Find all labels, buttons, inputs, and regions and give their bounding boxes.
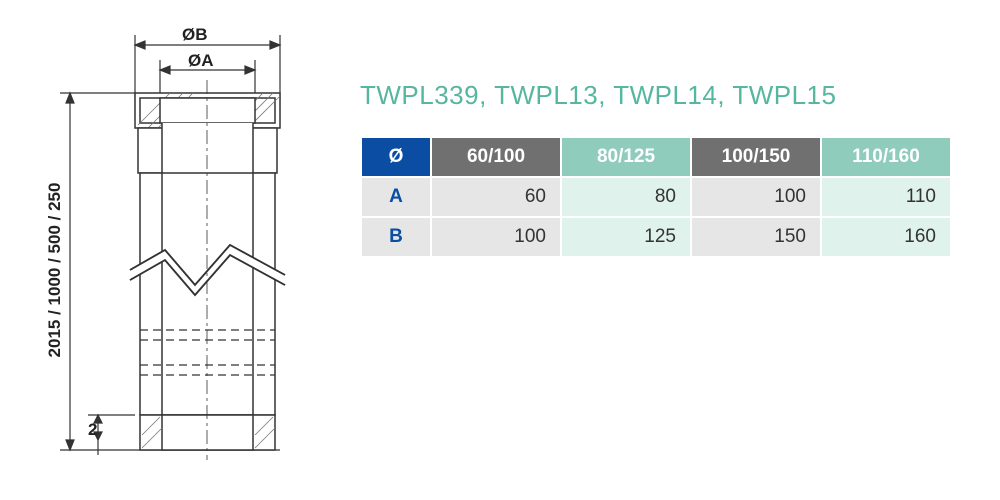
dim-a-label: ØA [188,51,214,70]
header-col-3: 110/160 [822,138,950,176]
pipe-diagram-svg: 2015 / 1000 / 500 / 250 2 ØB ØA [30,20,310,470]
header-col-0: 60/100 [432,138,560,176]
dim-height-label: 2015 / 1000 / 500 / 250 [45,183,64,358]
dim-b-label: ØB [182,25,208,44]
dimensions-table: Ø 60/100 80/125 100/150 110/160 A 60 80 … [360,136,952,258]
cell: 100 [692,178,820,216]
product-codes-title: TWPL339, TWPL13, TWPL14, TWPL15 [360,80,970,111]
cell: 150 [692,218,820,256]
technical-diagram: 2015 / 1000 / 500 / 250 2 ØB ØA [30,20,310,480]
cell: 125 [562,218,690,256]
table-row: A 60 80 100 110 [362,178,950,216]
spec-panel: TWPL339, TWPL13, TWPL14, TWPL15 Ø 60/100… [360,20,970,480]
table-row: B 100 125 150 160 [362,218,950,256]
header-col-1: 80/125 [562,138,690,176]
cell: 80 [562,178,690,216]
header-diameter: Ø [362,138,430,176]
table-header-row: Ø 60/100 80/125 100/150 110/160 [362,138,950,176]
cell: 100 [432,218,560,256]
cell: 160 [822,218,950,256]
cell: 60 [432,178,560,216]
header-col-2: 100/150 [692,138,820,176]
row-key-B: B [362,218,430,256]
dim-small-label: 2 [88,420,97,439]
row-key-A: A [362,178,430,216]
cell: 110 [822,178,950,216]
